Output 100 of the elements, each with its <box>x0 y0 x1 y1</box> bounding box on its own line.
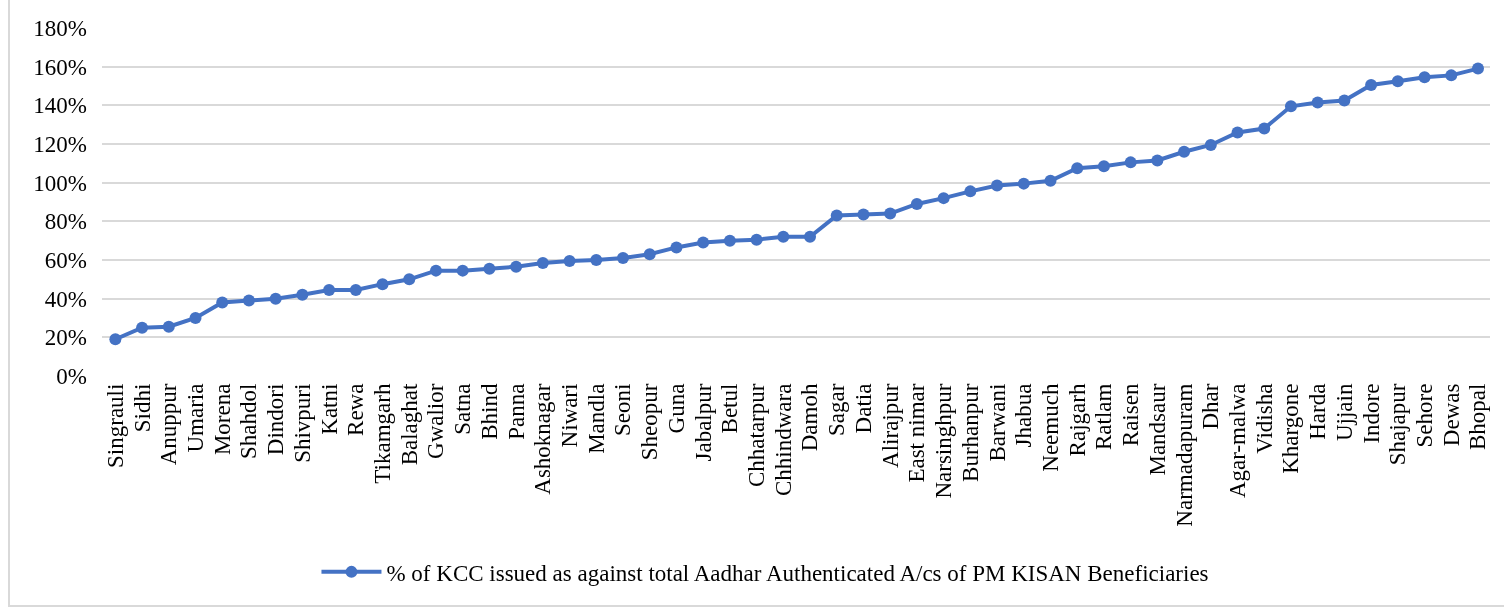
x-tick-label: Morena <box>209 383 235 456</box>
point <box>323 283 336 296</box>
point <box>964 185 977 198</box>
point <box>349 283 362 296</box>
point <box>1097 160 1110 173</box>
y-tick-label: 160% <box>33 54 87 80</box>
point <box>1258 122 1271 135</box>
x-tick-label: Khargone <box>1278 383 1304 474</box>
point <box>429 264 442 277</box>
point <box>750 233 763 246</box>
point <box>1044 174 1057 187</box>
x-tick-label: Agar-malwa <box>1224 383 1250 499</box>
x-tick-label: Raisen <box>1118 383 1144 447</box>
point <box>1365 79 1378 92</box>
point <box>857 208 870 221</box>
point <box>777 230 790 243</box>
x-tick-label: Rajgarh <box>1064 383 1090 457</box>
y-tick-label: 80% <box>44 209 87 235</box>
x-tick-label: Rewa <box>343 383 369 436</box>
point <box>590 254 603 266</box>
point <box>136 321 149 334</box>
point <box>1338 94 1351 107</box>
x-tick-label: Anuppur <box>156 383 182 466</box>
y-tick-label: 120% <box>33 132 87 158</box>
x-tick-label: Dindori <box>263 383 289 456</box>
x-tick-label: East nimar <box>904 383 930 483</box>
x-tick-label: Harda <box>1305 383 1331 440</box>
x-tick-label: Ratlam <box>1091 383 1117 451</box>
point <box>269 292 282 305</box>
point <box>723 234 736 247</box>
point <box>510 260 523 273</box>
point <box>1017 177 1030 190</box>
x-tick-label: Seoni <box>610 383 636 436</box>
x-tick-label: Chhatarpur <box>744 383 770 488</box>
legend-label: % of KCC issued as against total Aadhar Authenticated A/cs of PM KISAN Beneficiaries <box>386 560 1209 586</box>
point <box>991 179 1004 192</box>
x-tick-label: Mandsaur <box>1144 383 1170 476</box>
x-tick-label: Satna <box>450 383 476 435</box>
point <box>216 296 229 309</box>
point <box>563 254 576 267</box>
point <box>1445 69 1458 82</box>
point <box>670 241 683 254</box>
x-tick-label: Katni <box>316 383 342 435</box>
point <box>1231 126 1244 139</box>
x-tick-label: Bhopal <box>1465 383 1491 451</box>
point <box>1311 96 1324 109</box>
x-tick-label: Mandla <box>583 383 609 454</box>
x-tick-label: Alirajpur <box>877 383 903 468</box>
point <box>830 209 843 222</box>
x-tick-label: Shajapur <box>1385 383 1411 466</box>
point <box>1418 71 1431 84</box>
point <box>1178 145 1191 158</box>
x-tick-label: Chhindwara <box>770 383 796 497</box>
point <box>1071 162 1084 175</box>
x-tick-label: Vidisha <box>1251 383 1277 454</box>
y-tick-label: 20% <box>44 325 87 351</box>
x-tick-label: Niwari <box>557 383 583 448</box>
y-tick-label: 140% <box>33 93 87 119</box>
x-tick-label: Damoh <box>797 383 823 452</box>
x-tick-label: Ashoknagar <box>530 383 556 495</box>
point <box>189 312 202 324</box>
point <box>376 278 389 291</box>
x-tick-label: Jabalpur <box>690 383 716 462</box>
x-tick-label: Guna <box>663 383 689 434</box>
point <box>483 262 496 275</box>
x-tick-label: Shivpuri <box>289 383 315 463</box>
y-tick-label: 40% <box>44 286 87 312</box>
x-tick-label: Singrauli <box>102 383 128 468</box>
point <box>910 197 923 210</box>
point <box>617 252 629 265</box>
point <box>697 236 710 249</box>
x-tick-label: Narsinghpur <box>931 383 957 499</box>
point <box>109 333 122 346</box>
point <box>1471 62 1484 75</box>
point <box>1151 154 1164 167</box>
point <box>884 207 897 220</box>
point <box>1124 156 1137 169</box>
x-tick-label: Dhar <box>1198 383 1224 430</box>
point <box>162 320 175 333</box>
x-tick-label: Dewas <box>1438 383 1464 447</box>
point <box>536 256 549 269</box>
point <box>643 248 656 261</box>
x-tick-label: Barwani <box>984 383 1010 462</box>
point <box>456 264 469 277</box>
x-tick-label: Indore <box>1358 383 1384 444</box>
x-tick-label: Jhabua <box>1011 383 1037 448</box>
x-tick-label: Betul <box>717 383 743 434</box>
point <box>403 273 416 286</box>
y-tick-label: 0% <box>56 364 87 390</box>
x-tick-label: Burhanpur <box>957 383 983 482</box>
point <box>937 192 950 205</box>
x-tick-label: Bhind <box>476 383 502 440</box>
x-tick-label: Sidhi <box>129 383 155 433</box>
point <box>804 230 817 243</box>
x-tick-label: Sehore <box>1412 383 1438 448</box>
x-tick-label: Sheopur <box>637 383 663 461</box>
y-tick-label: 60% <box>44 248 87 274</box>
point <box>1391 75 1404 88</box>
x-tick-label: Narmadapuram <box>1171 383 1197 527</box>
x-tick-label: Shahdol <box>236 383 262 459</box>
